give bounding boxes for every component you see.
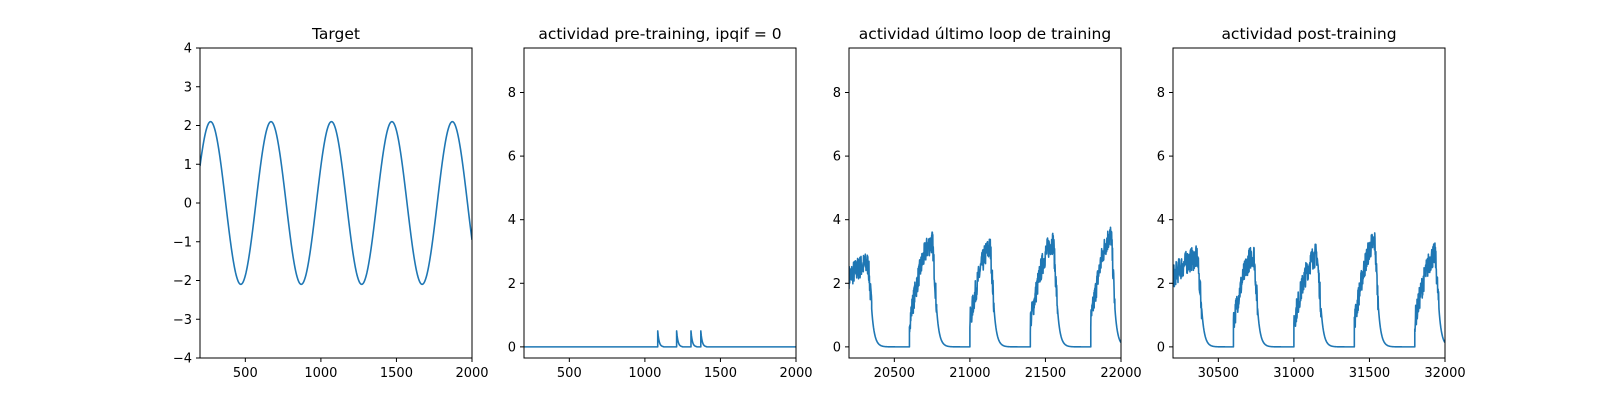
y-tick-label: 0 — [184, 197, 192, 212]
x-tick-label: 2000 — [779, 366, 812, 381]
y-tick-label: 2 — [184, 119, 192, 134]
x-tick-label: 1000 — [628, 366, 661, 381]
x-tick-label: 2000 — [455, 366, 488, 381]
y-tick-label: 3 — [184, 80, 192, 95]
x-tick-label: 32000 — [1424, 366, 1465, 381]
x-tick-label: 31000 — [1273, 366, 1314, 381]
subplot-title: Target — [311, 25, 360, 43]
x-tick-label: 1500 — [704, 366, 737, 381]
y-tick-label: −3 — [173, 313, 192, 328]
subplot-title: actividad último loop de training — [859, 25, 1111, 43]
axes-frame — [1172, 47, 1446, 359]
y-tick-label: 6 — [508, 150, 516, 165]
y-tick-label: 8 — [1157, 86, 1165, 101]
x-tick-label: 21500 — [1025, 366, 1066, 381]
y-tick-label: 0 — [508, 340, 516, 355]
axes-frame — [199, 47, 473, 359]
y-tick-label: 6 — [833, 150, 841, 165]
x-tick-label: 31500 — [1349, 366, 1390, 381]
x-tick-label: 1500 — [380, 366, 413, 381]
y-tick-label: −4 — [173, 352, 192, 367]
subplot-2: actividad pre-training, ipqif = 0 500 1000… — [508, 25, 813, 381]
x-tick-label: 500 — [557, 366, 582, 381]
y-tick-label: 2 — [1157, 277, 1165, 292]
y-tick-label: 4 — [508, 213, 516, 228]
y-tick-label: 6 — [1157, 150, 1165, 165]
subplot-title: actividad post-training — [1221, 25, 1396, 43]
subplot-title: actividad pre-training, ipqif = 0 — [538, 25, 781, 43]
subplot-1: Target 500 1000 1500 2000 −4 −3 −2 −1 0 1 2 3 4 — [173, 25, 489, 381]
y-tick-label: 4 — [184, 42, 192, 57]
series-line-activity — [1173, 232, 1445, 348]
series-line-target — [200, 120, 472, 286]
subplot-3: actividad último loop de training 20500 21… — [833, 25, 1142, 381]
y-tick-label: 2 — [508, 277, 516, 292]
y-tick-label: 1 — [184, 158, 192, 173]
y-tick-label: 0 — [1157, 340, 1165, 355]
axes-frame — [523, 47, 797, 359]
y-tick-label: 4 — [1157, 213, 1165, 228]
x-tick-label: 22000 — [1100, 366, 1141, 381]
x-tick-label: 21000 — [949, 366, 990, 381]
axes-frame — [848, 47, 1122, 359]
x-tick-label: 20500 — [874, 366, 915, 381]
series-line-activity — [524, 330, 796, 348]
y-tick-label: 8 — [508, 86, 516, 101]
x-tick-label: 30500 — [1198, 366, 1239, 381]
y-tick-label: 2 — [833, 277, 841, 292]
series-line-activity — [849, 226, 1121, 348]
subplot-4: actividad post-training 30500 31000 31500 32… — [1157, 25, 1466, 381]
y-tick-label: 8 — [833, 86, 841, 101]
x-tick-label: 1000 — [304, 366, 337, 381]
y-tick-label: −1 — [173, 235, 192, 250]
x-tick-label: 500 — [233, 366, 258, 381]
y-tick-label: −2 — [173, 274, 192, 289]
y-tick-label: 0 — [833, 340, 841, 355]
y-tick-label: 4 — [833, 213, 841, 228]
